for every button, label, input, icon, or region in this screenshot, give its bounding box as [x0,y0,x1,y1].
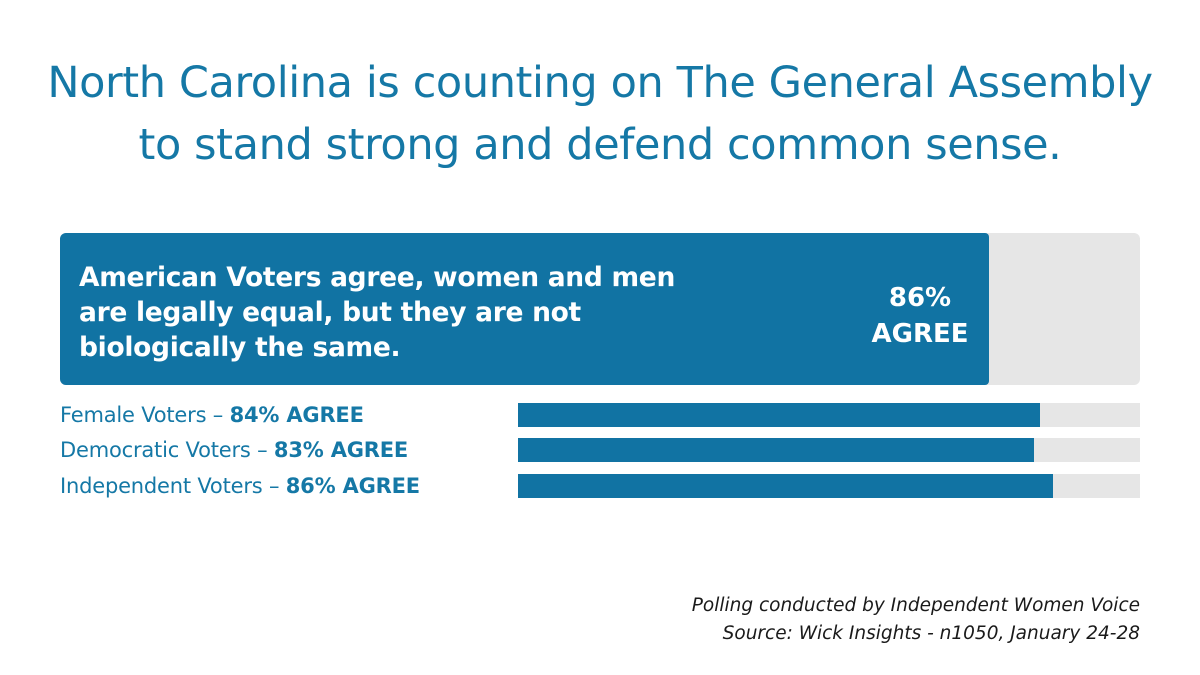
bar [518,474,1053,498]
bar [518,403,1040,427]
footnote-line-1: Polling conducted by Independent Women V… [691,595,1140,616]
bar-label: Female Voters – 84% AGREE [60,402,364,428]
bar-separator: – [206,403,230,427]
bar [518,438,1034,462]
bar-value-label: 86% AGREE [285,474,420,498]
bar-value-label: 83% AGREE [273,438,409,462]
bar-track [518,438,1140,462]
footnote: Polling conducted by Independent Women V… [692,592,1140,648]
bar-track [518,474,1140,498]
hero-value-suffix: AGREE [871,319,969,349]
bar-label: Democratic Voters – 83% AGREE [60,437,408,463]
bar-separator: – [250,438,274,462]
bar-separator: – [262,474,286,498]
headline: North Carolina is counting on The Genera… [0,52,1200,176]
bar-value-label: 84% AGREE [229,403,364,427]
hero-statement: American Voters agree, women and men are… [79,262,676,363]
bar-category: Independent Voters [60,474,263,498]
hero-bar-track: American Voters agree, women and men are… [60,233,1140,385]
hero-value-label: 86% AGREE [850,280,990,352]
bar-category: Democratic Voters [60,438,251,462]
headline-line-2: to stand strong and defend common sense. [138,120,1062,170]
bar-label: Independent Voters – 86% AGREE [60,473,420,499]
hero-value-percent: 86% [888,283,952,313]
bar-track [518,403,1140,427]
footnote-line-2: Source: Wick Insights - n1050, January 2… [722,623,1140,644]
bar-category: Female Voters [60,403,207,427]
headline-line-1: North Carolina is counting on The Genera… [47,58,1153,108]
hero-bar-fill [60,233,989,385]
